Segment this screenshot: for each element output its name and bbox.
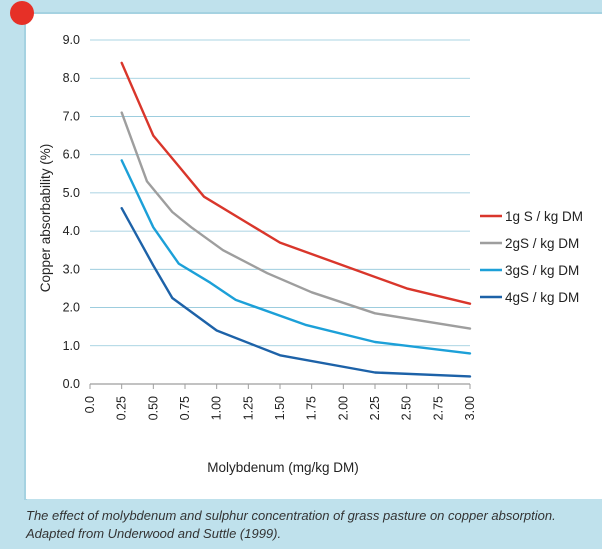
x-tick-label-7: 1.75 <box>305 396 319 420</box>
x-tick-label-0: 0.0 <box>83 396 97 413</box>
figure-caption: The effect of molybdenum and sulphur con… <box>26 508 556 541</box>
x-axis-label: Molybdenum (mg/kg DM) <box>207 460 359 475</box>
legend-label-4: 4gS / kg DM <box>505 290 579 305</box>
y-tick-label-3: 3.0 <box>63 262 80 276</box>
x-tick-label-1: 0.25 <box>115 396 129 420</box>
series-line-4 <box>120 207 472 378</box>
x-tick-label-6: 1.50 <box>273 396 287 420</box>
x-tick-label-11: 2.75 <box>431 396 445 420</box>
x-tick-label-5: 1.25 <box>241 396 255 420</box>
series-line-3 <box>120 159 472 355</box>
series-line-2 <box>120 111 472 330</box>
x-tick-label-10: 2.50 <box>400 396 414 420</box>
y-tick-label-1: 1.0 <box>63 339 80 353</box>
x-tick-label-12: 3.00 <box>463 396 477 420</box>
y-tick-label-6: 6.0 <box>63 148 80 162</box>
y-axis-label: Copper absorbability (%) <box>38 144 53 293</box>
y-tick-label-0: 0.0 <box>63 377 80 391</box>
x-tick-label-8: 2.00 <box>336 396 350 420</box>
x-tick-label-9: 2.25 <box>368 396 382 420</box>
legend-label-1: 1g S / kg DM <box>505 209 583 224</box>
legend: 1g S / kg DM 2gS / kg DM 3gS / kg DM 4gS / … <box>480 209 583 305</box>
legend-label-2: 2gS / kg DM <box>505 236 579 251</box>
x-tick-label-3: 0.75 <box>178 396 192 420</box>
line-chart: 0.01.02.03.04.05.06.07.08.09.0 0.0 0.25 0.… <box>38 33 583 475</box>
y-tick-label-2: 2.0 <box>63 301 80 315</box>
y-tick-label-4: 4.0 <box>63 224 80 238</box>
grid-lines <box>90 39 470 347</box>
frame-left-rule <box>24 12 27 500</box>
x-tick-label-4: 1.00 <box>210 396 224 420</box>
accent-dot-icon <box>10 1 34 25</box>
chart-card <box>26 14 602 499</box>
x-axis-ticks: 0.0 0.25 0.50 0.75 1.00 1.25 1.50 1.75 2.00 2.25 2… <box>83 384 477 420</box>
frame-top-rule <box>26 12 602 15</box>
y-axis-ticks: 0.0 1.0 2.0 3.0 4.0 5.0 6.0 7.0 8.0 9.0 <box>63 33 80 391</box>
y-tick-label-9: 9.0 <box>63 33 80 47</box>
series-lines <box>120 61 472 378</box>
x-tick-label-2: 0.50 <box>146 396 160 420</box>
y-tick-label-8: 8.0 <box>63 71 80 85</box>
legend-label-3: 3gS / kg DM <box>505 263 579 278</box>
y-tick-label-7: 7.0 <box>63 109 80 123</box>
y-tick-label-5: 5.0 <box>63 186 80 200</box>
series-line-1 <box>120 61 472 305</box>
